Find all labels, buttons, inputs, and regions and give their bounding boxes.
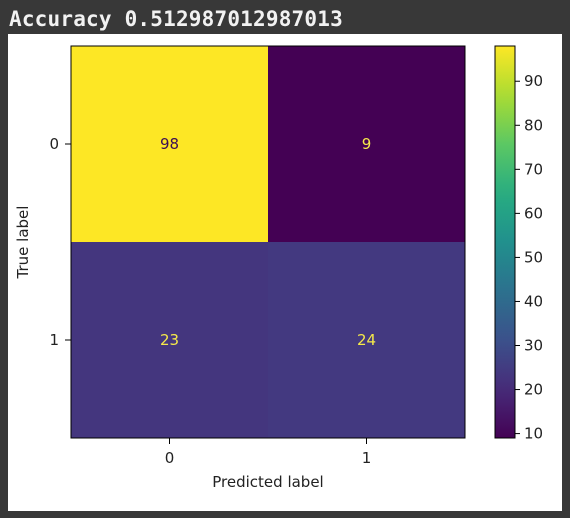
colorbar-tick-label: 70 <box>524 160 543 178</box>
colorbar-tick-label: 40 <box>524 292 543 310</box>
colorbar-gradient <box>494 45 516 439</box>
heatmap-cell-label: 24 <box>357 331 376 349</box>
heatmap-cell <box>71 46 268 242</box>
x-tick-label: 0 <box>165 449 175 467</box>
heatmap-cell-label: 98 <box>160 135 179 153</box>
heatmap-cell <box>71 242 268 438</box>
heatmap-cell-label: 23 <box>160 331 179 349</box>
colorbar-tick-label: 60 <box>524 204 543 222</box>
x-axis-label: Predicted label <box>212 473 323 491</box>
y-axis-label: True label <box>14 206 32 280</box>
heatmap-cells <box>71 46 465 438</box>
colorbar-tick-label: 10 <box>524 425 543 443</box>
heatmap-frame <box>70 45 466 439</box>
heatmap-axes: 0 1 0 1 <box>49 45 466 467</box>
heatmap-cell <box>268 242 465 438</box>
accuracy-output-text: Accuracy 0.512987012987013 <box>9 7 343 31</box>
heatmap-cell-labels: 98 9 23 24 <box>160 135 376 349</box>
y-tick-label: 1 <box>49 331 59 349</box>
colorbar-tick-label: 80 <box>524 116 543 134</box>
heatmap-cell-label: 9 <box>362 135 372 153</box>
colorbar-tick-label: 20 <box>524 381 543 399</box>
x-tick-label: 1 <box>362 449 372 467</box>
colorbar-tick-label: 50 <box>524 248 543 266</box>
colorbar-tick-label: 30 <box>524 337 543 355</box>
y-tick-label: 0 <box>49 135 59 153</box>
colorbar-tick-label: 90 <box>524 72 543 90</box>
colorbar: 10 20 30 40 50 60 70 80 90 <box>494 45 543 443</box>
heatmap-cell <box>268 46 465 242</box>
